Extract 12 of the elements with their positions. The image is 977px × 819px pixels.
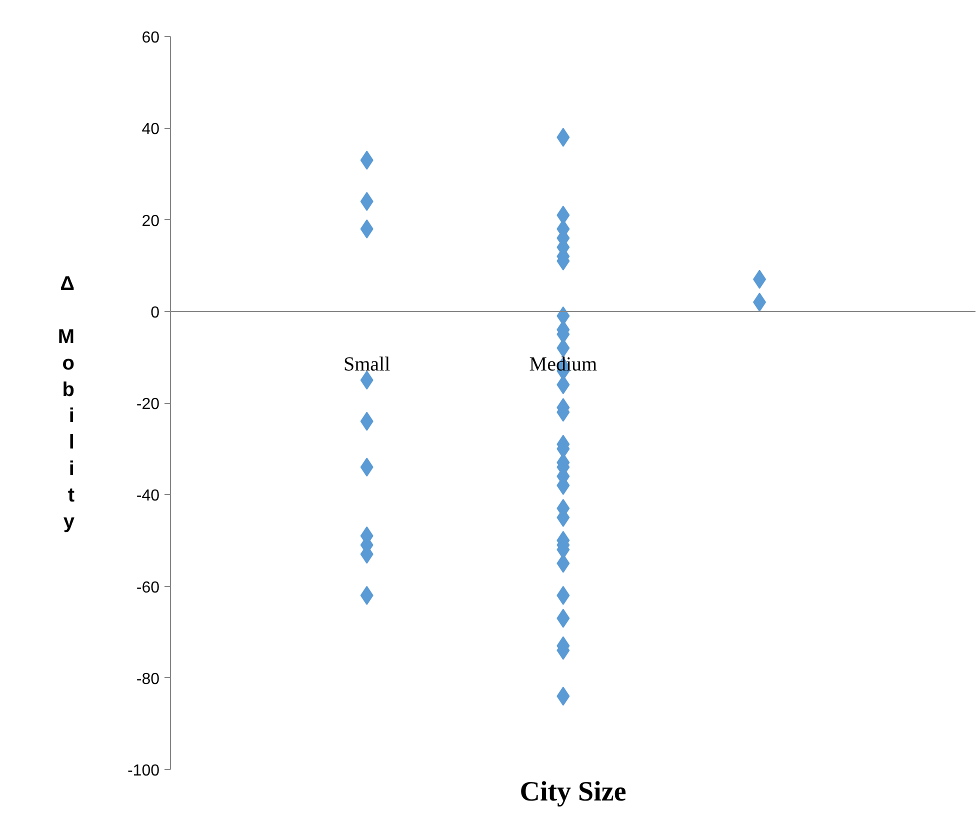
y-tick-label: -60 xyxy=(136,579,160,596)
text: Δ Mobility xyxy=(58,273,74,533)
y-tick-label: 0 xyxy=(150,304,160,322)
y-tick-label: 40 xyxy=(142,121,160,138)
y-tick-label: 60 xyxy=(142,30,160,46)
y-tick-label: 20 xyxy=(142,212,160,230)
y-tick-label: -100 xyxy=(127,762,160,780)
y-tick-label: -40 xyxy=(136,488,160,505)
y-tick-label: -20 xyxy=(136,396,160,413)
y-tick-label: -80 xyxy=(136,670,160,688)
x-tick-label: Small xyxy=(344,353,391,376)
x-axis-title: City Size xyxy=(520,776,626,808)
